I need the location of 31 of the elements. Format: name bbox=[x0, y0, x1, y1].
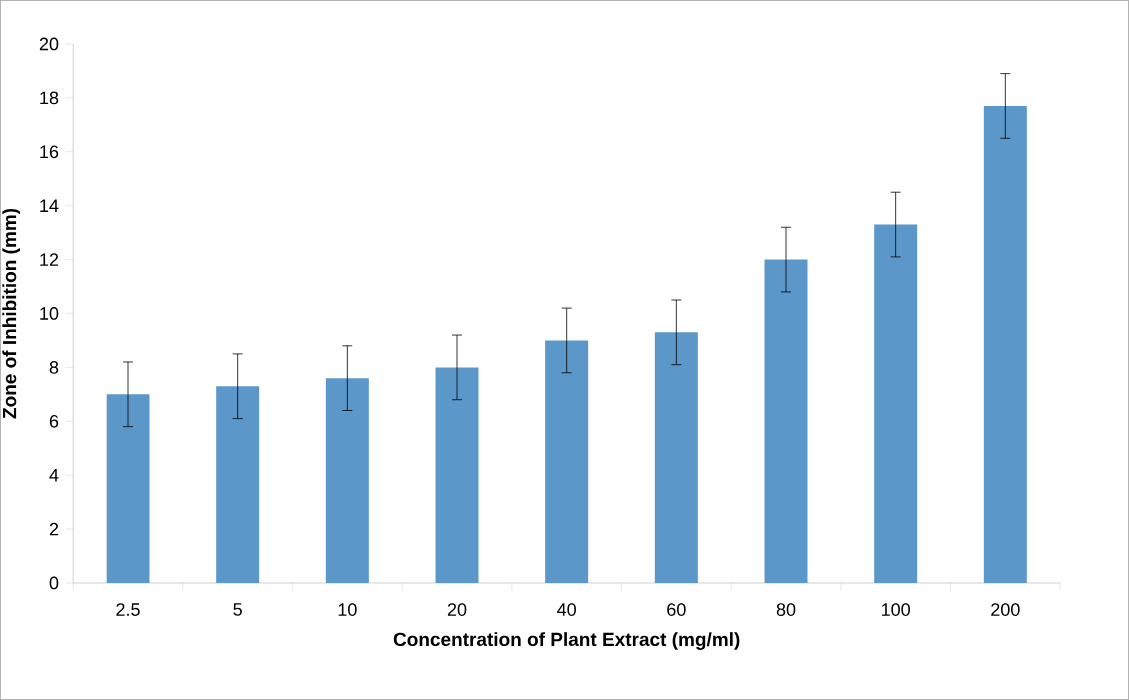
y-tick-label: 12 bbox=[40, 253, 59, 266]
y-tick-label: 0 bbox=[49, 576, 59, 590]
x-tick-label: 40 bbox=[557, 603, 576, 616]
bar bbox=[435, 367, 479, 583]
y-tick-label: 20 bbox=[39, 37, 59, 51]
y-axis-title: Zone of Inhibition (mm) bbox=[2, 208, 21, 419]
x-tick-label: 200 bbox=[991, 603, 1020, 616]
bar bbox=[874, 224, 918, 583]
y-tick-label: 4 bbox=[49, 468, 59, 482]
x-axis-title: Concentration of Plant Extract (mg/ml) bbox=[393, 632, 740, 650]
x-tick-label: 2.5 bbox=[116, 603, 140, 616]
y-tick-label: 18 bbox=[40, 91, 59, 105]
y-tick-label: 8 bbox=[49, 361, 59, 374]
bar bbox=[764, 259, 808, 583]
y-tick-label: 10 bbox=[40, 307, 59, 320]
y-tick-label: 6 bbox=[49, 414, 59, 428]
y-tick-label: 14 bbox=[40, 199, 59, 212]
bar bbox=[983, 105, 1027, 583]
y-tick-label: 2 bbox=[49, 522, 59, 536]
x-tick-label: 20 bbox=[447, 603, 467, 616]
x-tick-label: 5 bbox=[233, 603, 242, 616]
x-tick-label: 80 bbox=[776, 603, 796, 616]
x-tick-label: 60 bbox=[667, 603, 686, 616]
x-tick-label: 10 bbox=[338, 603, 357, 616]
bar bbox=[216, 386, 260, 583]
y-tick-label: 16 bbox=[40, 145, 59, 159]
bar bbox=[654, 332, 698, 583]
bar bbox=[325, 378, 369, 583]
bar bbox=[106, 394, 150, 583]
bar bbox=[545, 340, 589, 583]
x-tick-label: 100 bbox=[882, 603, 910, 616]
